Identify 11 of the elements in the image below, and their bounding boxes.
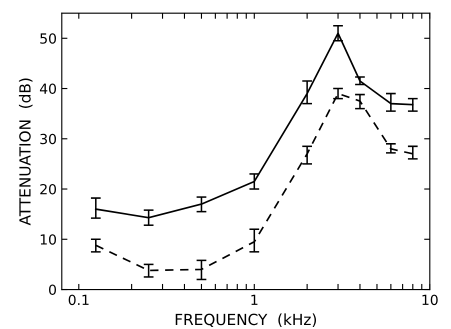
x-axis-title: FREQUENCY (kHz)	[176, 313, 316, 327]
y-tick-label: 30	[40, 134, 56, 144]
x-tick-label: 1	[251, 294, 258, 305]
y-tick-label: 10	[40, 234, 56, 245]
y-tick-label: 40	[40, 84, 56, 94]
y-axis-title: ATTENUATION (dB)	[18, 78, 33, 226]
x-tick-label: 10	[422, 294, 438, 306]
y-tick-label: 20	[40, 184, 56, 194]
y-tick-label: 50	[40, 33, 56, 44]
y-tick-label: 0	[49, 284, 56, 295]
x-tick-label: 0.1	[68, 294, 89, 306]
